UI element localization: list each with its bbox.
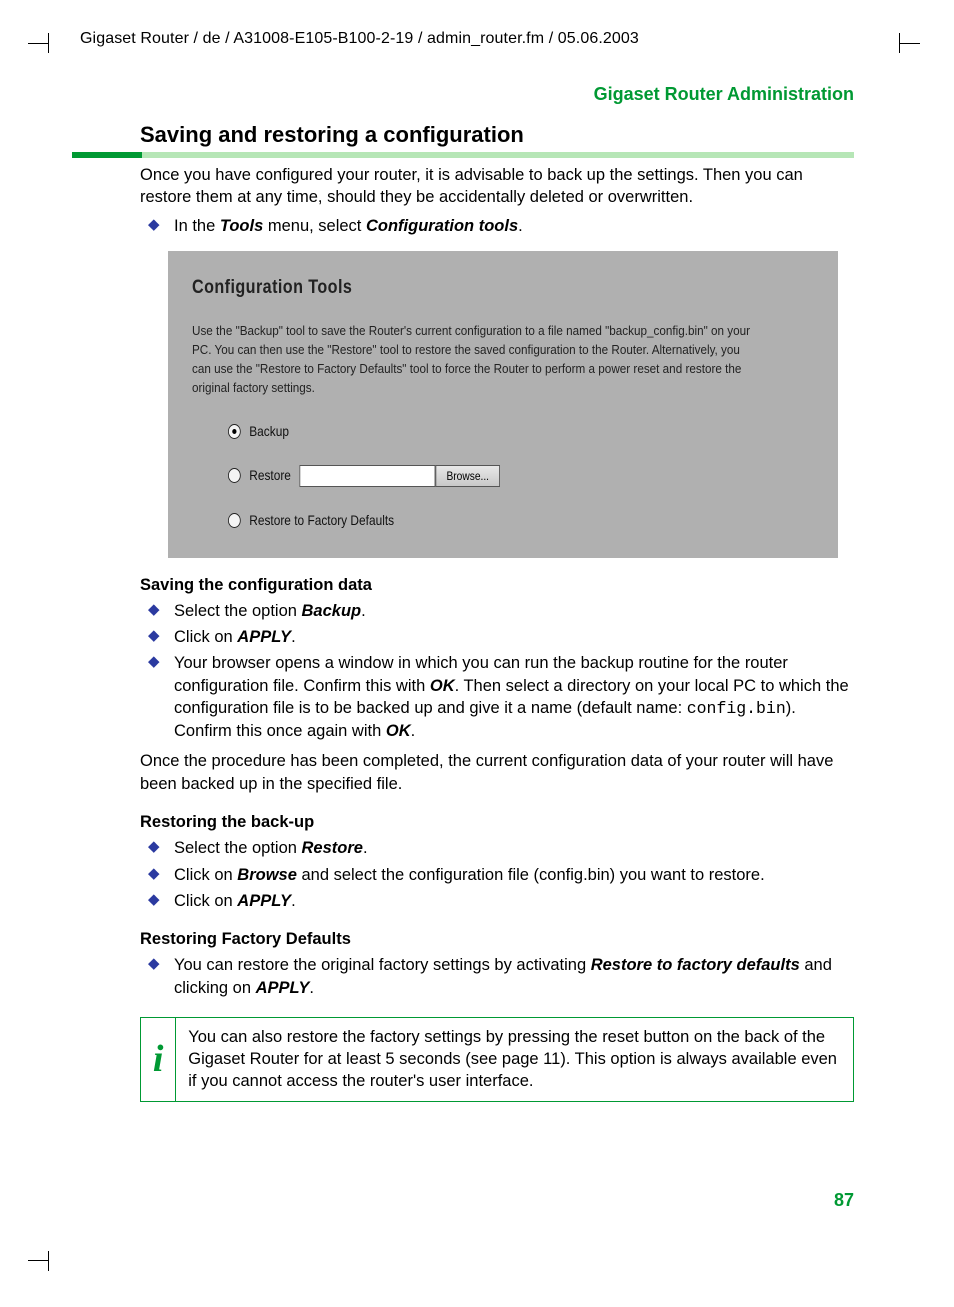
intro-list: In the Tools menu, select Configuration … xyxy=(140,215,854,237)
bold-term: Backup xyxy=(302,602,362,620)
crop-mark xyxy=(900,43,920,44)
text: Click on xyxy=(174,628,237,646)
rule-light xyxy=(142,152,854,158)
text: . xyxy=(309,979,314,997)
bold-term: APPLY xyxy=(237,892,291,910)
saving-heading: Saving the configuration data xyxy=(140,574,854,596)
text: . xyxy=(291,628,296,646)
radio-icon[interactable] xyxy=(228,424,241,439)
text: . xyxy=(363,839,368,857)
crop-mark xyxy=(48,33,49,53)
radio-defaults-row[interactable]: Restore to Factory Defaults xyxy=(228,511,733,530)
text: Select the option xyxy=(174,839,302,857)
bold-term: APPLY xyxy=(256,979,310,997)
list-item: Click on APPLY. xyxy=(140,890,854,912)
crop-mark xyxy=(28,1260,48,1261)
after-saving-text: Once the procedure has been completed, t… xyxy=(140,750,854,795)
restoring-list: Select the option Restore. Click on Brow… xyxy=(140,837,854,912)
code: config.bin xyxy=(687,699,786,718)
text: Select the option xyxy=(174,602,302,620)
tools-label: Tools xyxy=(220,217,263,235)
crop-mark xyxy=(48,1251,49,1271)
radio-label: Restore to Factory Defaults xyxy=(249,511,394,530)
text: Click on xyxy=(174,866,237,884)
radio-backup-row[interactable]: Backup xyxy=(228,422,733,441)
crop-mark xyxy=(28,43,48,44)
screenshot-title: Configuration Tools xyxy=(192,275,728,301)
heading-rule xyxy=(72,152,854,158)
bold-term: APPLY xyxy=(237,628,291,646)
text: Click on xyxy=(174,892,237,910)
screenshot-desc: Use the "Backup" tool to save the Router… xyxy=(192,322,759,397)
factory-heading: Restoring Factory Defaults xyxy=(140,928,854,950)
restoring-heading: Restoring the back-up xyxy=(140,811,854,833)
radio-label: Backup xyxy=(249,422,289,441)
browse-button[interactable]: Browse... xyxy=(435,465,500,487)
info-icon-cell: i xyxy=(141,1018,176,1101)
text: and select the configuration file (confi… xyxy=(297,866,765,884)
text: . xyxy=(518,217,523,235)
saving-list: Select the option Backup. Click on APPLY… xyxy=(140,600,854,743)
list-item: Click on APPLY. xyxy=(140,626,854,648)
text: menu, select xyxy=(263,217,366,235)
info-text: You can also restore the factory setting… xyxy=(176,1018,853,1101)
list-item: In the Tools menu, select Configuration … xyxy=(140,215,854,237)
bold-term: OK xyxy=(430,677,455,695)
list-item: Select the option Restore. xyxy=(140,837,854,859)
section-header: Gigaset Router Administration xyxy=(594,84,854,105)
text: You can restore the original factory set… xyxy=(174,956,591,974)
info-icon: i xyxy=(153,1034,164,1085)
bold-term: Restore to factory defaults xyxy=(591,956,800,974)
text: . xyxy=(291,892,296,910)
screenshot-panel: Configuration Tools Use the "Backup" too… xyxy=(168,251,838,558)
radio-restore-row[interactable]: Restore Browse... xyxy=(228,465,733,487)
bold-term: OK xyxy=(386,722,411,740)
list-item: Click on Browse and select the configura… xyxy=(140,864,854,886)
radio-icon[interactable] xyxy=(228,468,241,483)
radio-label: Restore xyxy=(249,466,291,485)
bold-term: Browse xyxy=(237,866,297,884)
text: In the xyxy=(174,217,220,235)
radio-icon[interactable] xyxy=(228,513,241,528)
content: Once you have configured your router, it… xyxy=(140,164,854,1102)
bold-term: Restore xyxy=(302,839,363,857)
list-item: You can restore the original factory set… xyxy=(140,954,854,999)
text: . xyxy=(361,602,366,620)
config-label: Configuration tools xyxy=(366,217,518,235)
list-item: Select the option Backup. xyxy=(140,600,854,622)
rule-dark xyxy=(72,152,142,158)
page: Gigaset Router / de / A31008-E105-B100-2… xyxy=(0,0,954,1307)
restore-file-input[interactable] xyxy=(299,465,435,487)
page-number: 87 xyxy=(834,1190,854,1211)
text: . xyxy=(411,722,416,740)
header-path: Gigaset Router / de / A31008-E105-B100-2… xyxy=(80,30,639,48)
intro-text: Once you have configured your router, it… xyxy=(140,164,854,209)
factory-list: You can restore the original factory set… xyxy=(140,954,854,999)
list-item: Your browser opens a window in which you… xyxy=(140,652,854,742)
info-box: i You can also restore the factory setti… xyxy=(140,1017,854,1102)
page-title: Saving and restoring a configuration xyxy=(140,122,524,148)
